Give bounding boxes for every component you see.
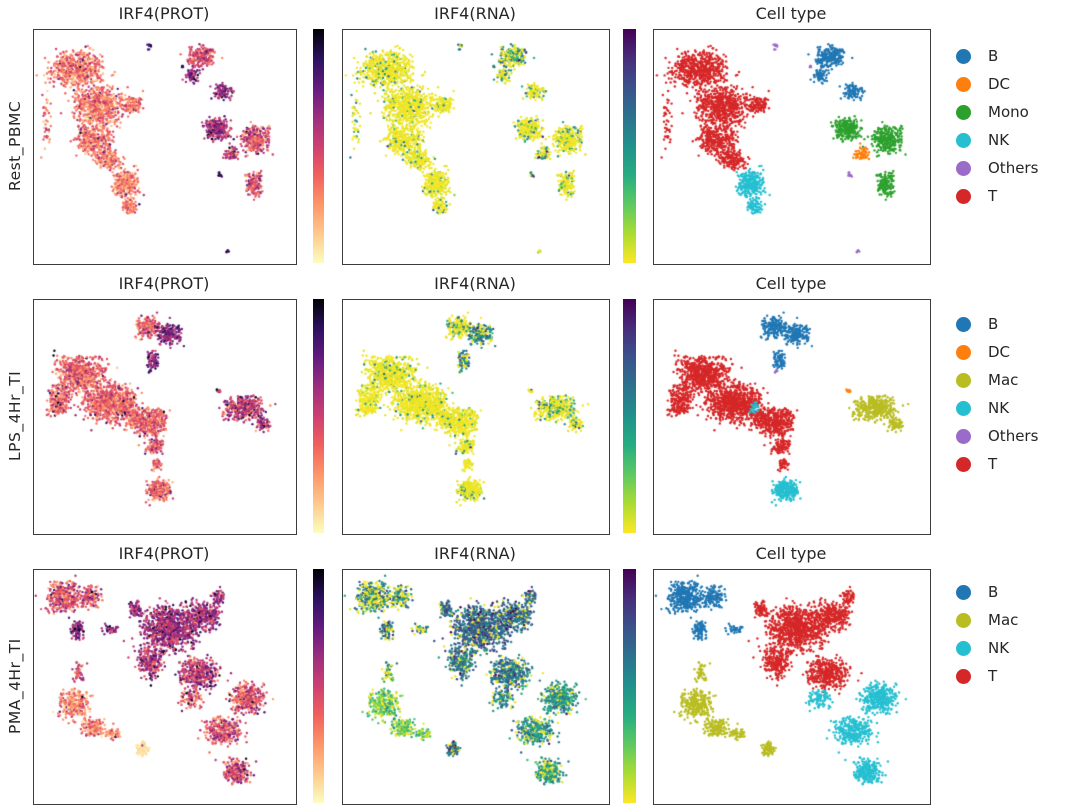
umap-panel-lps-celltype <box>653 299 931 535</box>
legend-item-nk: NK <box>956 126 1076 154</box>
umap-panel-rest-pbmc-celltype <box>653 29 931 265</box>
legend-item-nk: NK <box>956 394 1076 422</box>
legend-swatch-mac <box>956 612 971 628</box>
legend-label-mac: Mac <box>988 611 1019 629</box>
legend-swatch-b <box>956 316 971 332</box>
umap-panel-rest-pbmc-prot <box>33 29 297 265</box>
umap-panel-pma-prot <box>33 569 297 805</box>
colorbar-rna-row3 <box>623 569 636 803</box>
legend-swatch-nk <box>956 400 971 416</box>
legend-item-others: Others <box>956 422 1076 450</box>
legend-item-dc: DC <box>956 338 1076 366</box>
panel-title-rna-row2: IRF4(RNA) <box>434 274 516 293</box>
legend-item-b: B <box>956 310 1076 338</box>
legend-swatch-mono <box>956 104 971 120</box>
legend-item-b: B <box>956 42 1076 70</box>
umap-panel-rest-pbmc-rna <box>342 29 610 265</box>
legend-label-b: B <box>988 47 999 65</box>
legend-swatch-b <box>956 584 971 600</box>
legend-item-nk: NK <box>956 634 1076 662</box>
legend-swatch-nk <box>956 132 971 148</box>
legend-swatch-dc <box>956 76 971 92</box>
legend-item-mac: Mac <box>956 366 1076 394</box>
panel-title-prot-row1: IRF4(PROT) <box>118 4 210 23</box>
colorbar-rna-row1 <box>623 29 636 263</box>
colorbar-rna-row2 <box>623 299 636 533</box>
legend-label-nk: NK <box>988 639 1010 657</box>
row-label-lps-4hr-ti: LPS_4Hr_TI <box>6 370 24 462</box>
colorbar-prot-row2 <box>313 299 324 533</box>
legend-row3: B Mac NK T <box>956 578 1076 690</box>
legend-item-mono: Mono <box>956 98 1076 126</box>
panel-title-rna-row1: IRF4(RNA) <box>434 4 516 23</box>
legend-label-nk: NK <box>988 131 1010 149</box>
umap-panel-pma-rna <box>342 569 610 805</box>
panel-title-prot-row3: IRF4(PROT) <box>118 544 210 563</box>
legend-swatch-b <box>956 48 971 64</box>
legend-label-nk: NK <box>988 399 1010 417</box>
row-label-rest-pbmc: Rest_PBMC <box>6 100 24 192</box>
legend-item-t: T <box>956 450 1076 478</box>
colorbar-prot-row1 <box>313 29 324 263</box>
legend-label-others: Others <box>988 159 1039 177</box>
legend-swatch-t <box>956 188 971 204</box>
panel-title-celltype-row2: Cell type <box>755 274 827 293</box>
legend-item-t: T <box>956 182 1076 210</box>
legend-label-others: Others <box>988 427 1039 445</box>
legend-label-t: T <box>988 187 998 205</box>
legend-item-mac: Mac <box>956 606 1076 634</box>
legend-label-dc: DC <box>988 75 1011 93</box>
legend-label-mac: Mac <box>988 371 1019 389</box>
umap-panel-lps-rna <box>342 299 610 535</box>
legend-swatch-others <box>956 428 971 444</box>
legend-label-t: T <box>988 455 998 473</box>
legend-row1: B DC Mono NK Others T <box>956 42 1076 210</box>
umap-panel-lps-prot <box>33 299 297 535</box>
legend-label-b: B <box>988 315 999 333</box>
legend-row2: B DC Mac NK Others T <box>956 310 1076 478</box>
panel-title-prot-row2: IRF4(PROT) <box>118 274 210 293</box>
legend-item-t: T <box>956 662 1076 690</box>
panel-title-celltype-row1: Cell type <box>755 4 827 23</box>
panel-title-rna-row3: IRF4(RNA) <box>434 544 516 563</box>
legend-label-mono: Mono <box>988 103 1029 121</box>
legend-label-dc: DC <box>988 343 1011 361</box>
legend-swatch-t <box>956 668 971 684</box>
legend-item-dc: DC <box>956 70 1076 98</box>
legend-swatch-dc <box>956 344 971 360</box>
legend-item-others: Others <box>956 154 1076 182</box>
legend-label-t: T <box>988 667 998 685</box>
legend-swatch-others <box>956 160 971 176</box>
umap-panel-pma-celltype <box>653 569 931 805</box>
row-label-pma-4hr-ti: PMA_4Hr_TI <box>6 638 24 734</box>
legend-item-b: B <box>956 578 1076 606</box>
panel-title-celltype-row3: Cell type <box>755 544 827 563</box>
legend-swatch-t <box>956 456 971 472</box>
legend-swatch-nk <box>956 640 971 656</box>
legend-swatch-mac <box>956 372 971 388</box>
legend-label-b: B <box>988 583 999 601</box>
colorbar-prot-row3 <box>313 569 324 803</box>
